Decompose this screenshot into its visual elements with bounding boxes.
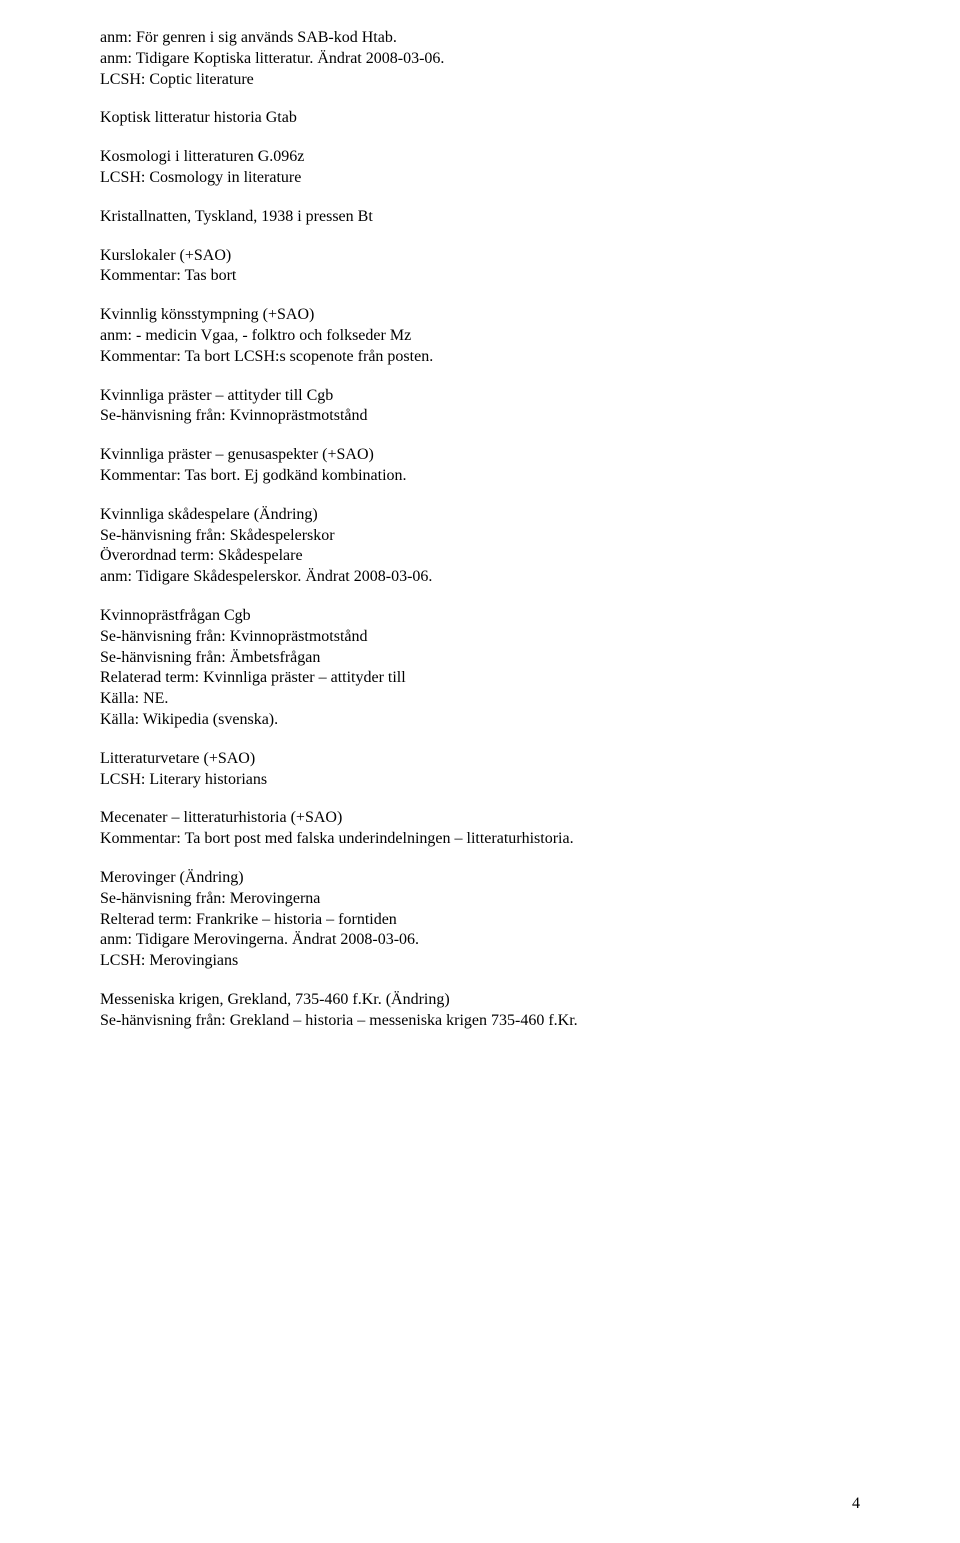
text-line: anm: - medicin Vgaa, - folktro och folks… — [100, 326, 860, 347]
text-line: Kvinnliga präster – genusaspekter (+SAO) — [100, 445, 860, 466]
text-line: Messeniska krigen, Grekland, 735-460 f.K… — [100, 990, 860, 1011]
text-line: Se-hänvisning från: Kvinnoprästmotstånd — [100, 406, 860, 427]
text-line: Kvinnlig könsstympning (+SAO) — [100, 305, 860, 326]
text-line: Se-hänvisning från: Kvinnoprästmotstånd — [100, 627, 860, 648]
entry-block: Mecenater – litteraturhistoria (+SAO) Ko… — [100, 808, 860, 850]
text-line: LCSH: Cosmology in literature — [100, 168, 860, 189]
text-line: LCSH: Coptic literature — [100, 70, 860, 91]
text-line: Se-hänvisning från: Ämbetsfrågan — [100, 648, 860, 669]
text-line: Kosmologi i litteraturen G.096z — [100, 147, 860, 168]
entry-block: Kvinnoprästfrågan Cgb Se-hänvisning från… — [100, 606, 860, 731]
text-line: anm: Tidigare Koptiska litteratur. Ändra… — [100, 49, 860, 70]
text-line: Se-hänvisning från: Skådespelerskor — [100, 526, 860, 547]
page-number: 4 — [852, 1494, 860, 1515]
entry-block: Kvinnlig könsstympning (+SAO) anm: - med… — [100, 305, 860, 367]
text-line: Merovinger (Ändring) — [100, 868, 860, 889]
text-line: Kommentar: Ta bort post med falska under… — [100, 829, 860, 850]
entry-block: Kvinnliga präster – genusaspekter (+SAO)… — [100, 445, 860, 487]
text-line: LCSH: Literary historians — [100, 770, 860, 791]
text-line: Se-hänvisning från: Merovingerna — [100, 889, 860, 910]
entry-block: Messeniska krigen, Grekland, 735-460 f.K… — [100, 990, 860, 1032]
text-line: Kurslokaler (+SAO) — [100, 246, 860, 267]
text-line: Kommentar: Ta bort LCSH:s scopenote från… — [100, 347, 860, 368]
text-line: Se-hänvisning från: Grekland – historia … — [100, 1011, 860, 1032]
text-line: Källa: Wikipedia (svenska). — [100, 710, 860, 731]
entry-block: Koptisk litteratur historia Gtab — [100, 108, 860, 129]
text-line: anm: För genren i sig används SAB-kod Ht… — [100, 28, 860, 49]
text-line: Kommentar: Tas bort — [100, 266, 860, 287]
text-line: Koptisk litteratur historia Gtab — [100, 108, 860, 129]
entry-block: Litteraturvetare (+SAO) LCSH: Literary h… — [100, 749, 860, 791]
text-line: Källa: NE. — [100, 689, 860, 710]
text-line: Litteraturvetare (+SAO) — [100, 749, 860, 770]
text-line: Relterad term: Frankrike – historia – fo… — [100, 910, 860, 931]
text-line: anm: Tidigare Merovingerna. Ändrat 2008-… — [100, 930, 860, 951]
text-line: Relaterad term: Kvinnliga präster – atti… — [100, 668, 860, 689]
text-line: Kvinnoprästfrågan Cgb — [100, 606, 860, 627]
entry-block: Kosmologi i litteraturen G.096z LCSH: Co… — [100, 147, 860, 189]
text-line: anm: Tidigare Skådespelerskor. Ändrat 20… — [100, 567, 860, 588]
entry-block: Kurslokaler (+SAO) Kommentar: Tas bort — [100, 246, 860, 288]
entry-block: anm: För genren i sig används SAB-kod Ht… — [100, 28, 860, 90]
entry-block: Kristallnatten, Tyskland, 1938 i pressen… — [100, 207, 860, 228]
entry-block: Merovinger (Ändring) Se-hänvisning från:… — [100, 868, 860, 972]
text-line: Kommentar: Tas bort. Ej godkänd kombinat… — [100, 466, 860, 487]
document-page: anm: För genren i sig används SAB-kod Ht… — [0, 0, 960, 1543]
entry-block: Kvinnliga skådespelare (Ändring) Se-hänv… — [100, 505, 860, 588]
text-line: Mecenater – litteraturhistoria (+SAO) — [100, 808, 860, 829]
text-line: Överordnad term: Skådespelare — [100, 546, 860, 567]
text-line: LCSH: Merovingians — [100, 951, 860, 972]
entry-block: Kvinnliga präster – attityder till Cgb S… — [100, 386, 860, 428]
text-line: Kvinnliga präster – attityder till Cgb — [100, 386, 860, 407]
text-line: Kristallnatten, Tyskland, 1938 i pressen… — [100, 207, 860, 228]
text-line: Kvinnliga skådespelare (Ändring) — [100, 505, 860, 526]
